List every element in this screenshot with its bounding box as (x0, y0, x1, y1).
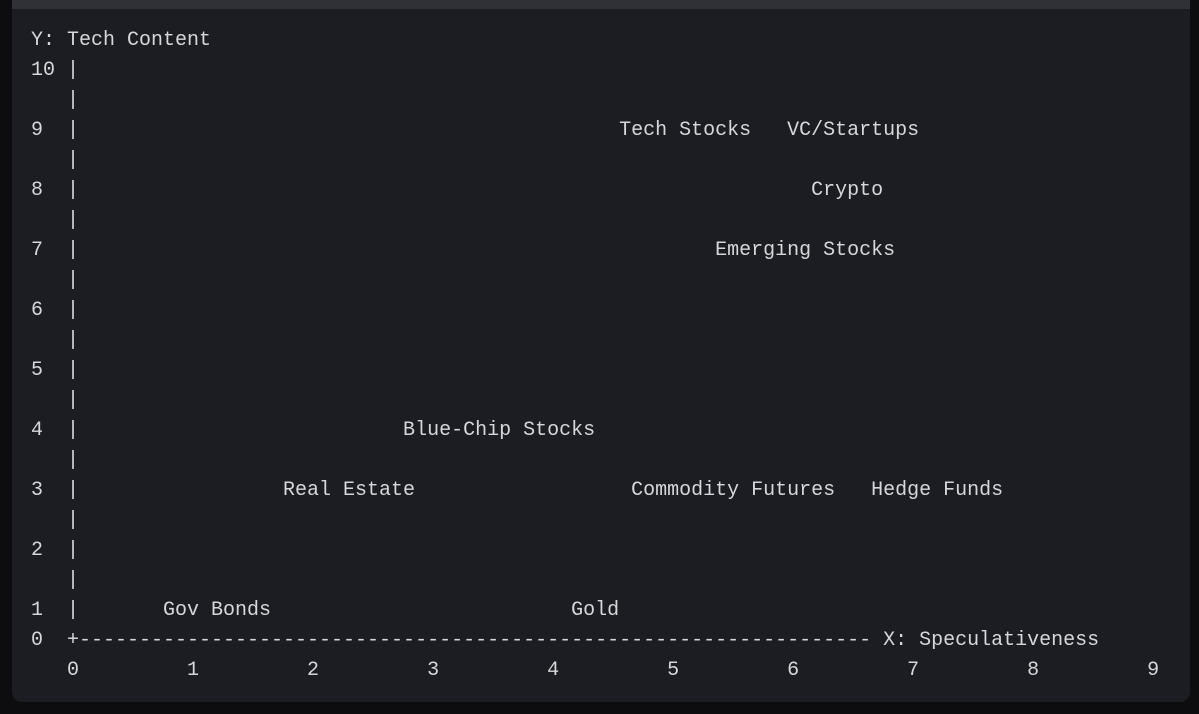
code-line: 9 | Tech Stocks VC/Startups (31, 119, 920, 142)
code-line: 3 | Real Estate Commodity Futures Hedge … (31, 479, 1004, 502)
code-line: 5 | (31, 359, 80, 382)
code-line: 2 | (31, 539, 80, 562)
code-line: 6 | (31, 299, 80, 322)
code-text: Y: Tech Content 10 | | 9 | Tech Stocks VC/… (31, 26, 1159, 686)
code-line: 0 1 2 3 4 5 6 7 8 9 (31, 659, 1160, 682)
code-line: | (31, 209, 80, 232)
code-line: | (31, 449, 80, 472)
code-line: Y: Tech Content (31, 29, 212, 52)
code-line: | (31, 389, 80, 412)
code-line: | (31, 329, 80, 352)
code-line: | (31, 89, 80, 112)
code-line: | (31, 269, 80, 292)
code-line: 4 | Blue-Chip Stocks (31, 419, 596, 442)
code-line: 8 | Crypto (31, 179, 884, 202)
code-line: 0 +-------------------------------------… (31, 629, 1100, 652)
code-block: Y: Tech Content 10 | | 9 | Tech Stocks VC/… (12, 0, 1190, 702)
code-line: | (31, 569, 80, 592)
code-line: | (31, 509, 80, 532)
code-line: 10 | (31, 59, 80, 82)
code-line: | (31, 149, 80, 172)
top-bar (12, 0, 1190, 9)
code-line: 1 | Gov Bonds Gold (31, 599, 620, 622)
code-line: 7 | Emerging Stocks (31, 239, 896, 262)
